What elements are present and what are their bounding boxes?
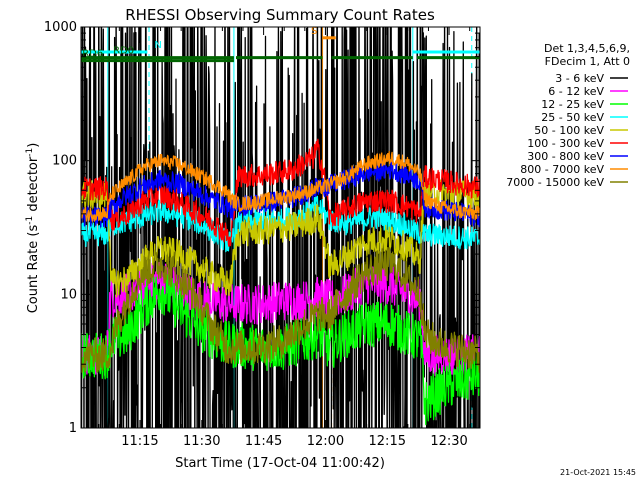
y-tick-label: 10 [60,287,77,302]
x-tick-label: 12:00 [307,434,344,449]
legend-label: 12 - 25 keV [541,98,604,111]
legend-label: 3 - 6 keV [555,72,604,85]
annotation-label: N [154,40,161,51]
legend-label: 50 - 100 keV [534,124,604,137]
annotation-label: S [311,26,317,37]
series-line [81,150,480,222]
chart-title: RHESSI Observing Summary Count Rates [125,6,435,24]
series-line [81,177,480,298]
legend-label: 25 - 50 keV [541,111,604,124]
y-tick-label: 1 [69,421,77,436]
x-tick-label: 11:45 [245,434,282,449]
legend: Det 1,3,4,5,6,9, FDecim 1, Att 0 3 - 6 k… [506,42,630,189]
series-line [81,274,480,426]
legend-label: 800 - 7000 keV [520,163,604,176]
series-layer [81,27,480,428]
y-tick-label: 1000 [44,20,77,35]
legend-header-line-1: Det 1,3,4,5,6,9, [544,42,630,55]
legend-label: 6 - 12 keV [548,85,604,98]
series-line [81,138,480,247]
series-line [81,247,480,373]
annotation-label: RD0 [113,46,134,57]
y-axis-label: Count Rate (s-1 detector-1) [25,143,41,314]
footer-timestamp: 21-Oct-2021 15:45 [560,468,636,477]
x-axis-label: Start Time (17-Oct-04 11:00:42) [175,456,385,471]
plot-frame [80,26,481,429]
legend-header-line-2: FDecim 1, Att 0 [545,55,630,68]
legend-label: 7000 - 15000 keV [506,176,604,189]
axes: 11:15 11:30 11:45 12:00 12:15 12:30 1 10 100 1000 [44,20,480,449]
x-tick-label: 12:15 [369,434,406,449]
y-tick-label: 100 [52,154,77,169]
x-tick-label: 11:30 [183,434,220,449]
legend-label: 300 - 800 keV [527,150,604,163]
legend-label: 100 - 300 keV [527,137,604,150]
x-tick-label: 11:15 [121,434,158,449]
annotation-layer: N S RD0 RD6 [81,26,480,63]
annotation-label: RD6 [82,49,103,60]
x-tick-label: 12:30 [430,434,467,449]
